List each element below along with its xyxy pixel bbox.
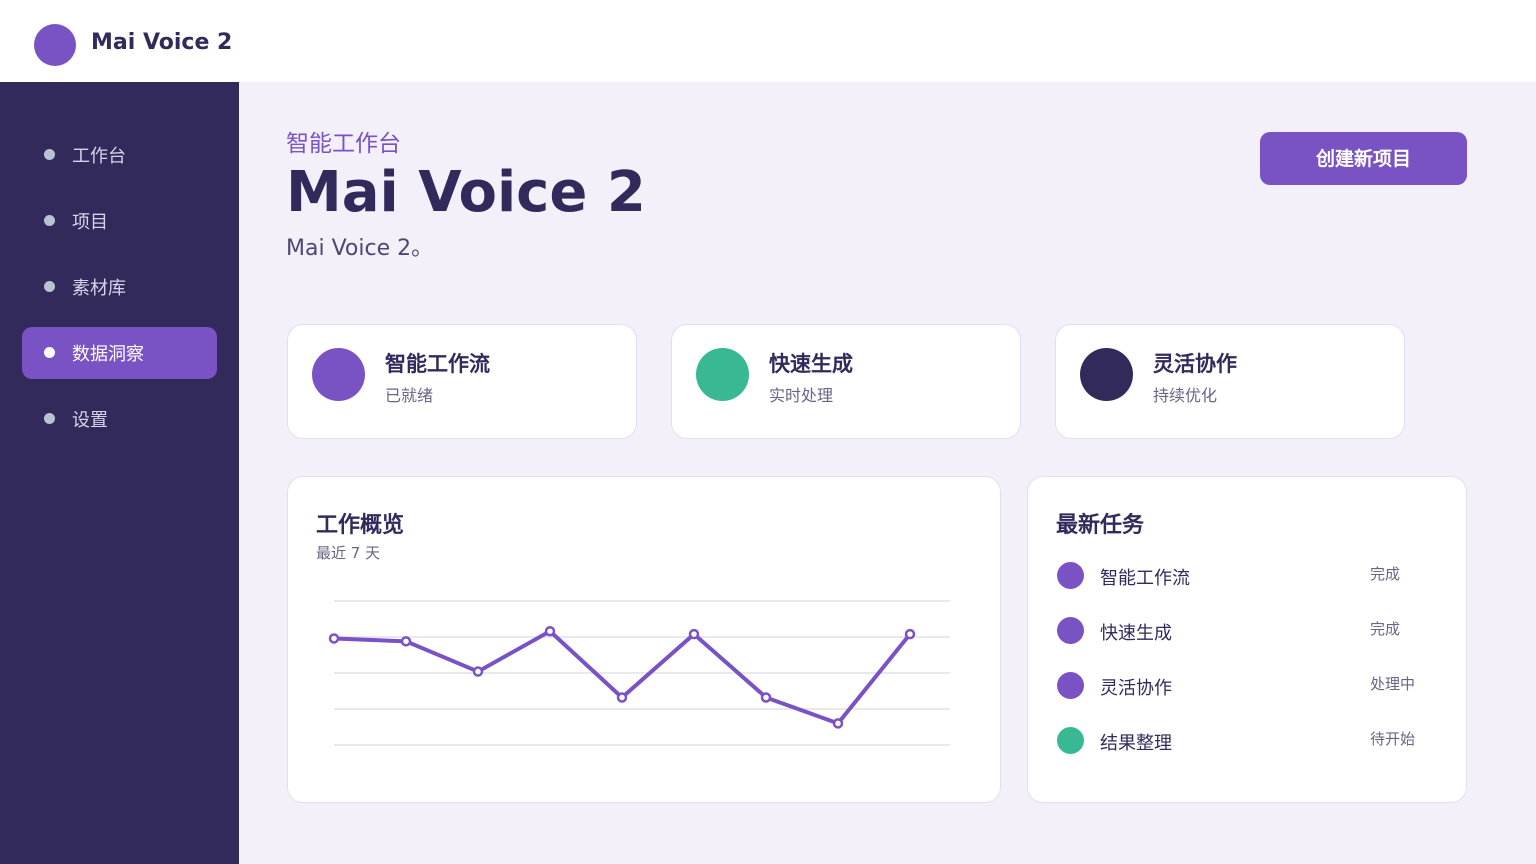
nav-dot — [44, 215, 55, 226]
nav-item[interactable]: 设置 — [22, 393, 217, 445]
point — [760, 692, 772, 703]
point — [616, 692, 628, 703]
point — [904, 628, 916, 640]
card-title: 灵活协作 — [1153, 352, 1237, 376]
nav-label[interactable]: 数据洞察 — [72, 344, 144, 365]
task-status: 待开始 — [1370, 730, 1416, 748]
tasks-title: 最新任务 — [1056, 513, 1145, 538]
card-icon — [312, 348, 365, 401]
task-status: 完成 — [1370, 620, 1401, 638]
chart-title: 工作概览 — [316, 513, 405, 538]
card-icon — [1080, 348, 1133, 401]
card-subtitle: 持续优化 — [1153, 386, 1218, 405]
card-subtitle: 实时处理 — [769, 386, 834, 405]
nav-dot — [44, 413, 55, 424]
point — [472, 666, 484, 677]
task-dot — [1057, 617, 1084, 644]
task-dot — [1057, 562, 1084, 589]
create-button[interactable]: 创建新项目 — [1260, 132, 1467, 185]
tasks-panel — [1027, 476, 1467, 803]
card-subtitle: 已就绪 — [385, 386, 434, 405]
nav-label[interactable]: 素材库 — [72, 278, 126, 299]
task-status: 完成 — [1370, 565, 1401, 583]
chart — [328, 600, 950, 746]
nav-item[interactable]: 项目 — [22, 195, 217, 247]
point — [328, 633, 340, 644]
card-title: 智能工作流 — [385, 352, 490, 376]
task-dot — [1057, 727, 1084, 754]
point — [544, 625, 556, 637]
task-name[interactable]: 快速生成 — [1100, 623, 1172, 644]
task-dot — [1057, 672, 1084, 699]
nav-item[interactable]: 素材库 — [22, 261, 217, 313]
point — [400, 636, 412, 647]
nav-dot — [44, 347, 55, 358]
logo-text[interactable]: Mai Voice 2 — [91, 30, 233, 55]
page-subtitle: Mai Voice 2。 — [286, 236, 434, 261]
card-title: 快速生成 — [769, 352, 853, 376]
feature-card[interactable]: 灵活协作 持续优化 — [1055, 324, 1405, 439]
kicker: 智能工作台 — [286, 131, 401, 157]
feature-card[interactable]: 智能工作流 已就绪 — [287, 324, 637, 439]
task-name[interactable]: 智能工作流 — [1100, 568, 1190, 589]
nav-item[interactable]: 数据洞察 — [22, 327, 217, 379]
task-status: 处理中 — [1370, 675, 1416, 693]
point — [832, 718, 844, 729]
feature-card[interactable]: 快速生成 实时处理 — [671, 324, 1021, 439]
page-title: Mai Voice 2 — [286, 160, 646, 225]
header — [0, 0, 1536, 82]
nav-item[interactable]: 工作台 — [22, 129, 217, 181]
nav-label[interactable]: 设置 — [72, 410, 108, 431]
logo[interactable] — [34, 24, 76, 66]
chart-subtitle: 最近 7 天 — [316, 544, 381, 562]
nav-dot — [44, 281, 55, 292]
sidebar — [0, 82, 239, 864]
point — [688, 628, 700, 640]
nav-label[interactable]: 项目 — [72, 212, 108, 233]
card-icon — [696, 348, 749, 401]
task-name[interactable]: 灵活协作 — [1100, 678, 1172, 699]
nav-label[interactable]: 工作台 — [72, 146, 126, 167]
nav-dot — [44, 149, 55, 160]
task-name[interactable]: 结果整理 — [1100, 733, 1172, 754]
